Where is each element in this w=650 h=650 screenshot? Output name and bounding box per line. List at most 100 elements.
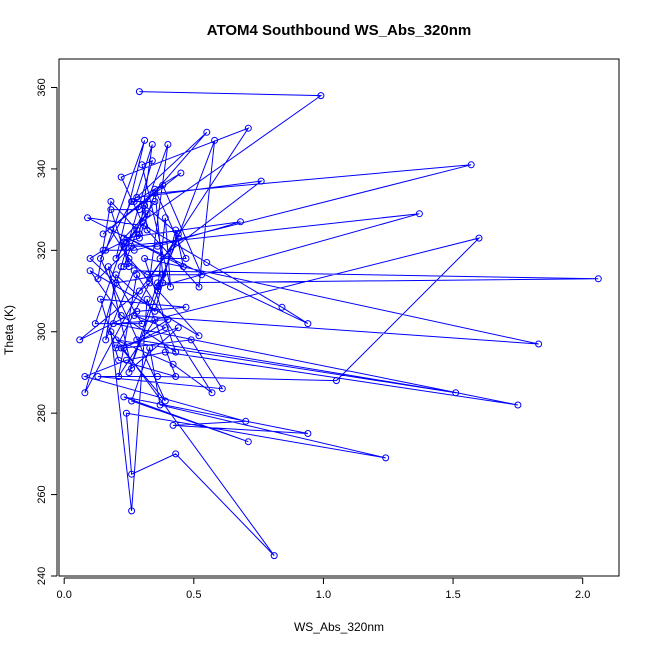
data-point [148,141,156,148]
y-tick-label: 320 [36,241,48,259]
x-axis: 0.0 0.5 1.0 1.5 2.0 [57,577,590,601]
data-point [112,279,120,287]
data-point [172,450,180,458]
data-point [154,373,161,380]
y-tick-label: 260 [36,485,48,503]
data-point [148,157,156,165]
data-point [169,421,177,429]
data-point [211,136,219,144]
data-point [452,389,460,397]
data-point [120,242,128,250]
data-point [154,242,161,250]
data-point [128,397,136,405]
data-point [167,283,174,291]
data-point [97,295,104,303]
data-point [203,128,211,136]
data-point [112,255,120,262]
data-point [120,234,128,242]
x-tick-label: 1.5 [445,589,460,601]
data-point [81,373,89,380]
data-point [594,275,602,283]
x-tick-label: 0.0 [57,589,72,601]
data-point [104,263,112,271]
data-point [135,234,143,242]
data-point [94,373,102,380]
data-point [270,552,278,560]
data-point [198,271,206,279]
data-point [125,255,133,262]
data-point [94,275,102,283]
data-point [86,267,94,275]
data-point [159,271,167,279]
data-point [164,141,172,148]
series-line [79,91,599,556]
data-point [120,344,128,352]
x-axis-label: WS_Abs_320nm [294,620,384,634]
data-point [117,263,125,271]
data-point [415,210,423,218]
data-point [125,263,133,271]
data-point [208,389,216,397]
data-point [138,320,146,328]
data-point [146,279,154,287]
data-point [195,332,203,340]
data-point [161,348,169,356]
data-point [81,389,89,397]
data-point [143,271,151,279]
data-point [107,206,115,214]
data-point [143,295,151,303]
data-point [141,255,149,262]
y-tick-label: 360 [36,78,48,96]
data-point [125,259,133,266]
data-point [257,177,265,185]
data-point [117,344,125,352]
data-point [156,255,164,262]
data-point [154,287,161,295]
y-axis-label: Theta (K) [2,305,16,355]
data-point [120,263,128,271]
data-point [161,214,169,222]
y-axis: 240 260 280 300 320 340 360 [36,78,58,585]
data-point [195,283,203,291]
data-point [112,271,120,279]
data-point [107,328,115,336]
data-point [151,185,159,193]
data-point [133,336,141,344]
data-point [218,385,226,393]
x-tick-label: 2.0 [575,589,590,601]
data-point [128,470,136,478]
data-point [182,255,190,262]
y-tick-label: 240 [36,567,48,585]
data-point [172,226,180,234]
data-point [122,356,130,364]
data-point [122,409,130,417]
data-point [174,234,182,242]
data-point [128,364,136,372]
x-tick-label: 1.0 [316,589,331,601]
data-point [115,373,123,380]
data-point [151,316,159,323]
y-tick-label: 300 [36,323,48,341]
data-point [535,340,543,348]
data-point [242,417,250,425]
data-point [117,173,125,181]
data-point [120,393,128,401]
data-point [115,356,123,364]
data-point [135,88,143,96]
data-point [182,303,190,311]
data-point [138,161,146,169]
data-point [133,271,141,279]
data-point [159,181,167,189]
data-point [514,401,522,409]
data-point [107,226,115,234]
data-point [146,344,154,352]
data-point [156,401,164,409]
data-point [151,307,159,315]
data-point [141,136,149,144]
data-point [159,279,167,287]
data-point [135,287,143,295]
data-point [304,320,312,328]
plot-frame [58,58,620,577]
